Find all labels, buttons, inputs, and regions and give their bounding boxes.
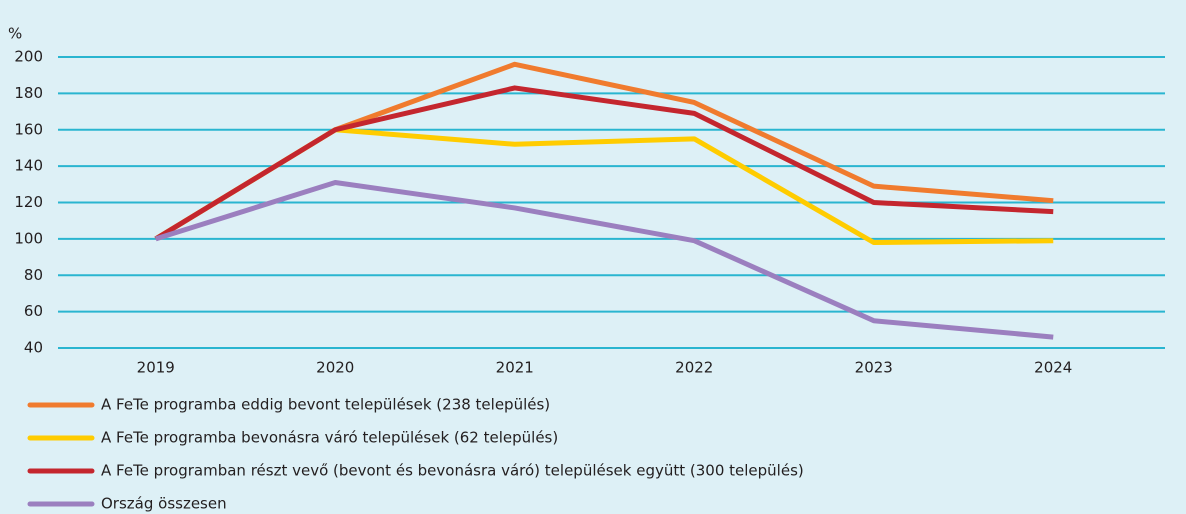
series-line — [154, 61, 1054, 242]
series-line — [155, 179, 1054, 340]
x-tick-label: 2022 — [675, 359, 713, 377]
legend-label: Ország összesen — [101, 495, 227, 513]
legend-label: A FeTe programban részt vevő (bevont és … — [101, 462, 804, 480]
x-tick-label: 2024 — [1034, 359, 1072, 377]
legend-label: A FeTe programba bevonásra váró települé… — [101, 429, 558, 447]
y-tick-label: 120 — [14, 193, 43, 211]
y-tick-label: 40 — [24, 339, 43, 357]
y-axis-label: % — [8, 25, 22, 43]
series-line — [154, 85, 1054, 242]
x-tick-label: 2021 — [496, 359, 534, 377]
x-tick-label: 2020 — [316, 359, 354, 377]
legend-label: A FeTe programba eddig bevont települése… — [101, 396, 550, 414]
y-tick-label: 200 — [14, 48, 43, 66]
y-tick-label: 160 — [14, 120, 43, 138]
x-tick-label: 2023 — [855, 359, 893, 377]
y-tick-label: 100 — [14, 229, 43, 247]
y-tick-label: 180 — [14, 84, 43, 102]
y-tick-label: 80 — [24, 266, 43, 284]
y-tick-label: 60 — [24, 302, 43, 320]
y-tick-label: 140 — [14, 157, 43, 175]
x-tick-label: 2019 — [137, 359, 175, 377]
